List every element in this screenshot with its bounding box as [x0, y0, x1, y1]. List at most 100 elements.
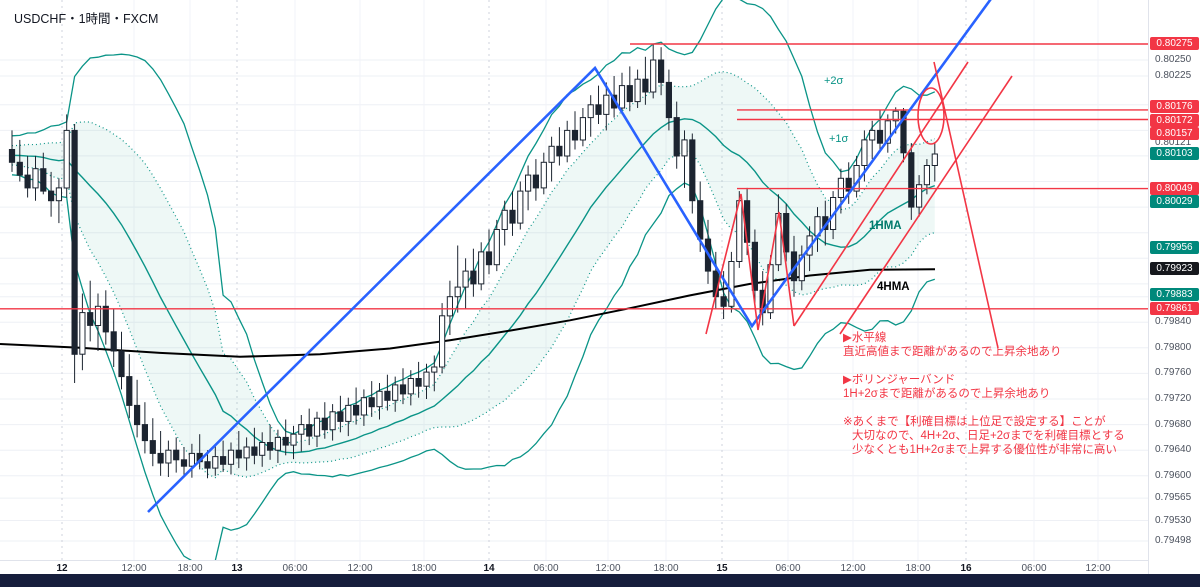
candle-body: [501, 209, 508, 231]
price-badge: 0.79861: [1150, 301, 1199, 315]
candle-body: [87, 312, 94, 326]
time-axis-label: 06:00: [282, 563, 308, 574]
candle-body: [337, 411, 344, 422]
candle-body: [243, 446, 250, 459]
candle-body: [188, 452, 196, 467]
price-badge: 0.79923: [1150, 262, 1199, 276]
candle-body: [220, 456, 227, 465]
candle-body: [110, 331, 117, 352]
red-trendline[interactable]: [793, 61, 969, 327]
candle-body: [845, 177, 852, 192]
symbol-title[interactable]: USDCHF・1時間・FXCM: [14, 12, 159, 26]
candle-body: [306, 424, 313, 437]
candle-body: [180, 459, 188, 467]
indicator-label: +1σ: [829, 133, 849, 145]
candle-body: [509, 209, 516, 224]
time-axis-label: 18:00: [653, 563, 679, 574]
candle-body: [290, 433, 297, 446]
time-axis-label: 12:00: [347, 563, 373, 574]
candle-body: [126, 376, 133, 406]
candle-body: [282, 436, 289, 446]
candle-body: [556, 145, 563, 157]
red-trendline[interactable]: [933, 61, 999, 349]
candle-body: [837, 177, 844, 199]
candle-body: [485, 251, 493, 266]
candle-body: [141, 424, 149, 442]
candle-body: [24, 174, 31, 189]
time-axis-label: 06:00: [775, 563, 801, 574]
candle-body: [149, 440, 156, 454]
price-badge: 0.79956: [1150, 241, 1199, 254]
time-axis-label: 18:00: [905, 563, 931, 574]
candle-body: [626, 85, 633, 103]
time-axis-label: 12:00: [121, 563, 147, 574]
candle-body: [235, 449, 242, 459]
candle-body: [876, 129, 884, 144]
candle-body: [102, 305, 109, 333]
candle-body: [94, 305, 102, 326]
time-axis-label: 12:00: [840, 563, 866, 574]
candle-body: [931, 153, 938, 166]
time-axis-label: 16: [960, 563, 972, 574]
bollinger-inner-fill: [12, 71, 935, 478]
candle-body: [470, 270, 477, 285]
red-ellipse-drawing[interactable]: [917, 87, 945, 145]
candle-body: [595, 104, 602, 115]
bollinger-lower2-line: [11, 174, 936, 560]
candle-body: [525, 174, 532, 192]
price-badge: 0.80029: [1150, 195, 1199, 209]
chart-plot-area[interactable]: +2σ +1σ 1HMA 4HMA USDCHF・1時間・FXCM ▶水平線 直近高値ま…: [0, 0, 1148, 560]
candle-body: [673, 117, 680, 157]
chart-annotations[interactable]: ▶水平線 直近高値まで距離があるので上昇余地あり ▶ボリンジャーバンド 1H+2σまで…: [843, 331, 1125, 457]
candle-body: [892, 110, 899, 122]
candle-body: [728, 261, 735, 307]
annotation-line: ▶ボリンジャーバンド: [843, 374, 956, 386]
red-trendline[interactable]: [705, 193, 795, 335]
candle-body: [548, 145, 555, 163]
time-axis[interactable]: 12 12:00 18:00 13 06:00 12:00 18:00 14 06:00 12:0…: [0, 560, 1148, 575]
candle-body: [329, 411, 336, 431]
time-axis-label: 15: [716, 563, 728, 574]
candle-body: [313, 417, 321, 437]
price-badge: 0.80176: [1150, 100, 1199, 114]
candle-body: [650, 59, 657, 93]
price-axis-label: 0.80121: [1155, 136, 1192, 148]
candle-body: [869, 129, 876, 141]
annotation-line: 大切なので、4H+2σ、日足+2σまでを利確目標とする: [852, 430, 1125, 442]
annotation-line: ※あくまで【利確目標は上位足で設定する】ことが: [843, 416, 1106, 428]
time-axis-label: 14: [483, 563, 495, 574]
candle-body: [360, 397, 367, 416]
candle-body: [564, 129, 571, 157]
candle-body: [227, 449, 235, 465]
red-trendline[interactable]: [839, 75, 1013, 335]
price-axis[interactable]: 0.80250 0.80225 0.80121 0.79840 0.79800 0.797…: [1148, 0, 1200, 574]
candle-body: [579, 117, 586, 141]
candle-body: [212, 456, 219, 469]
1hma-line: [11, 118, 936, 454]
blue-trendline[interactable]: [147, 0, 996, 513]
candle-body: [681, 139, 688, 157]
indicator-label: 1HMA: [869, 220, 902, 232]
candle-body: [204, 461, 211, 469]
candle-body: [55, 187, 62, 202]
annotation-line: ▶水平線: [843, 332, 887, 344]
candle-body: [446, 296, 453, 317]
candle-body: [251, 446, 258, 456]
chart-canvas[interactable]: +2σ +1σ 1HMA 4HMA: [0, 0, 1148, 560]
time-axis-label: 06:00: [1021, 563, 1047, 574]
candle-body: [493, 229, 500, 266]
time-axis-label: 06:00: [533, 563, 559, 574]
candle-body: [767, 264, 774, 314]
candle-body: [665, 81, 672, 119]
price-axis-label: 0.79498: [1155, 535, 1192, 546]
annotation-line: 直近高値まで距離があるので上昇余地あり: [843, 346, 1062, 358]
4hma-line: [0, 268, 936, 358]
price-badge: 0.80049: [1150, 181, 1199, 195]
price-axis-label: 0.79840: [1155, 316, 1192, 328]
candle-body: [353, 404, 360, 416]
candle-body: [618, 85, 626, 109]
candle-body: [321, 417, 328, 431]
candle-body: [134, 404, 141, 426]
candle-body: [63, 129, 70, 189]
